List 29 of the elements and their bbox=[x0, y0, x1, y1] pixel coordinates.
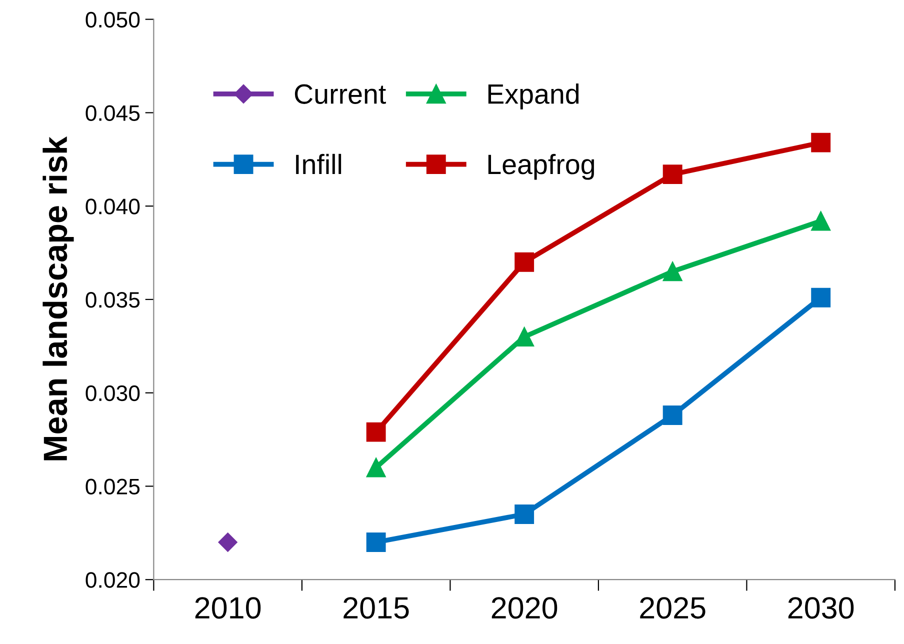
point bbox=[366, 532, 386, 552]
point bbox=[366, 422, 386, 442]
y-tick-label: 0.040 bbox=[86, 198, 140, 214]
point bbox=[662, 262, 682, 282]
point bbox=[366, 458, 386, 478]
x-tick-label: 2025 bbox=[640, 597, 706, 619]
point bbox=[662, 406, 682, 425]
y-tick-label: 0.045 bbox=[86, 105, 140, 121]
y-tick-label: 0.030 bbox=[86, 385, 140, 402]
point bbox=[662, 164, 682, 184]
y-tick-label: 0.050 bbox=[86, 12, 140, 28]
y-axis-title: Mean landscape risk bbox=[42, 136, 74, 460]
point bbox=[811, 288, 831, 308]
point bbox=[811, 132, 831, 152]
x-tick-label: 2015 bbox=[344, 597, 409, 619]
x-tick-label: 2010 bbox=[195, 597, 261, 619]
point bbox=[811, 211, 831, 231]
x-tick-label: 2020 bbox=[492, 597, 558, 619]
y-tick-label: 0.035 bbox=[86, 292, 140, 308]
legend-label: Current bbox=[294, 84, 386, 104]
legend-label: Expand bbox=[488, 84, 579, 110]
x-tick-label: 2030 bbox=[788, 597, 854, 619]
point bbox=[218, 532, 238, 552]
y-tick-label: 0.025 bbox=[86, 478, 140, 494]
y-tick-label: 0.020 bbox=[86, 572, 140, 588]
point bbox=[514, 252, 534, 272]
legend-label: Leapfrog bbox=[488, 154, 594, 180]
point bbox=[514, 504, 534, 524]
legend-label: Infill bbox=[296, 154, 342, 174]
